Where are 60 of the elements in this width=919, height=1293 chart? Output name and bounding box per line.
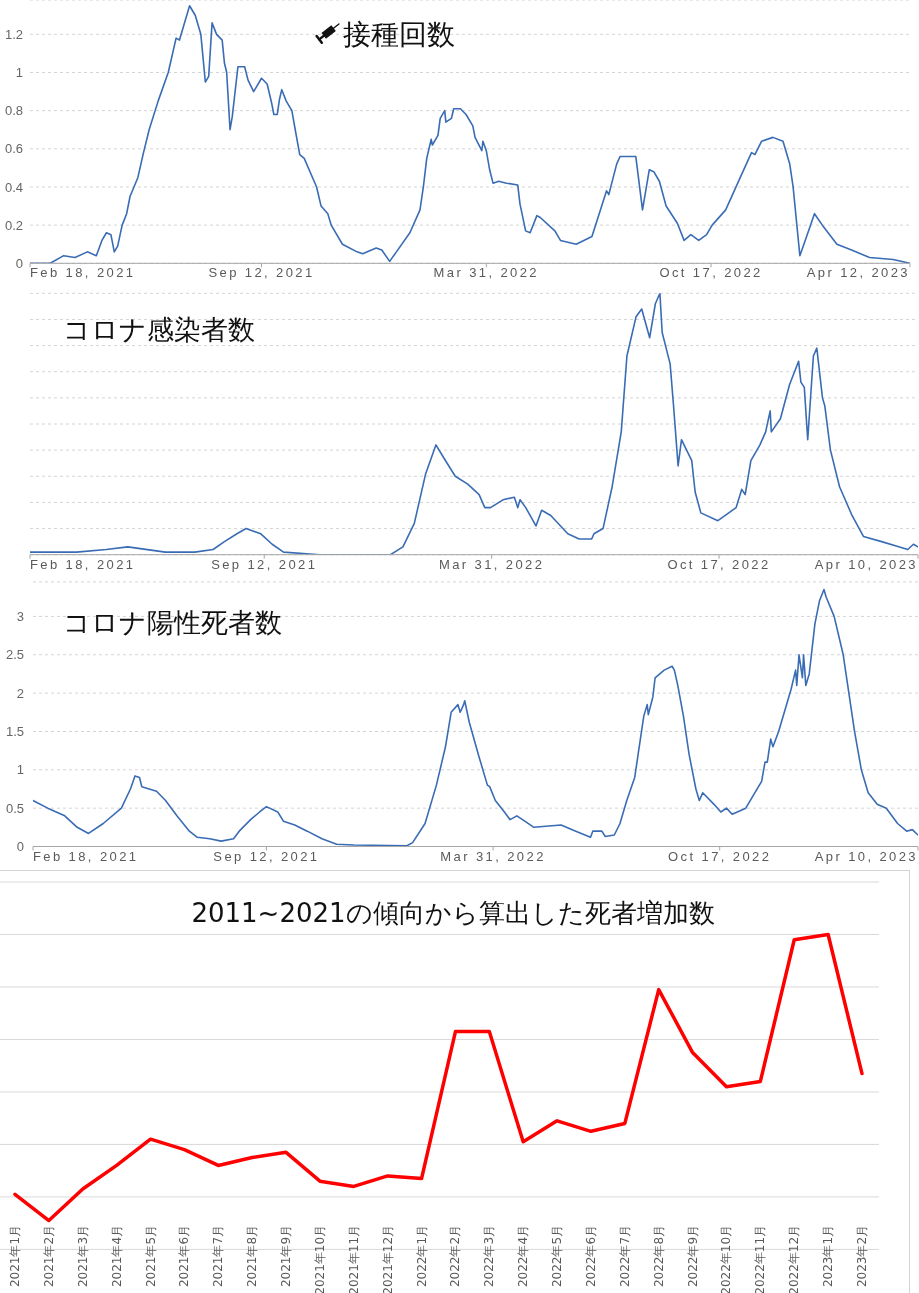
x-tick-label: 2021年9月 [279, 1224, 294, 1288]
x-tick-label: 2022年7月 [617, 1224, 632, 1288]
y-tick-label: 1 [16, 762, 24, 778]
x-tick-label: 2022年3月 [482, 1224, 497, 1288]
x-tick-label: Oct 17, 2022 [659, 265, 763, 281]
y-tick-label: 1.5 [5, 724, 24, 740]
text: コロナ陽性死者数 [63, 607, 282, 638]
x-tick-label: 2021年8月 [245, 1224, 260, 1288]
x-tick-label: Sep 12, 2021 [211, 556, 318, 572]
y-tick-label: 2.5 [5, 647, 24, 663]
text: コロナ感染者数 [63, 314, 255, 345]
x-tick-label: 2022年10月 [719, 1224, 734, 1293]
x-tick-label: 2022年2月 [448, 1224, 463, 1288]
y-tick-label: 0.8 [4, 103, 23, 119]
x-tick-label: Apr 10, 2023 [814, 848, 918, 864]
x-tick-label: 2021年7月 [211, 1224, 226, 1288]
y-tick-label: 0.2 [4, 217, 23, 233]
y-tick-label: 0 [15, 255, 23, 271]
y-tick-label: 0 [16, 839, 24, 855]
x-tick-label: 2023年2月 [855, 1224, 869, 1288]
x-tick-label: Apr 12, 2023 [806, 265, 910, 281]
y-tick-label: 1 [15, 65, 23, 81]
y-tick-label: 0.5 [5, 800, 24, 816]
x-tick-label: 2021年4月 [109, 1224, 124, 1288]
x-tick-label: 2022年1月 [414, 1224, 429, 1288]
x-tick-label: Sep 12, 2021 [208, 265, 315, 281]
y-tick-label: 0.4 [4, 179, 23, 195]
y-tick-label: 3 [16, 609, 24, 625]
x-tick-label: 2022年6月 [583, 1224, 598, 1288]
y-tick-label: 1.2 [4, 26, 23, 42]
x-tick-label: Sep 12, 2021 [213, 848, 320, 864]
x-tick-label: 2021年6月 [177, 1224, 192, 1288]
y-tick-label: 0.6 [4, 141, 23, 157]
x-tick-label: Feb 18, 2021 [33, 848, 139, 864]
x-tick-label: 2023年1月 [821, 1224, 836, 1288]
x-tick-label: Mar 31, 2022 [433, 265, 539, 281]
x-tick-label: 2021年11月 [346, 1224, 361, 1293]
x-tick-label: 2021年12月 [380, 1224, 395, 1293]
x-tick-label: 2021年3月 [75, 1224, 90, 1288]
x-tick-label: Feb 18, 2021 [30, 265, 136, 281]
x-tick-label: Apr 10, 2023 [814, 556, 918, 572]
x-tick-label: Mar 31, 2022 [440, 848, 546, 864]
x-tick-label: 2021年2月 [41, 1224, 56, 1288]
x-tick-label: 2022年4月 [516, 1224, 531, 1288]
x-tick-label: Feb 18, 2021 [30, 556, 136, 572]
x-tick-label: 2022年5月 [550, 1224, 565, 1288]
x-tick-label: Oct 17, 2022 [668, 848, 772, 864]
x-tick-label: 2021年5月 [143, 1224, 158, 1288]
chart-title: 2011~2021の傾向から算出した死者増加数 [190, 898, 716, 928]
text: 接種回数 [343, 18, 455, 51]
x-tick-label: 2022年11月 [753, 1224, 768, 1293]
x-tick-label: 2021年10月 [312, 1224, 327, 1293]
x-tick-label: 2022年9月 [685, 1224, 700, 1288]
line-series [33, 588, 918, 847]
x-tick-label: Mar 31, 2022 [438, 556, 545, 572]
x-tick-label: Oct 17, 2022 [667, 556, 771, 572]
x-tick-label: 2022年8月 [651, 1224, 666, 1288]
y-tick-label: 2 [16, 685, 24, 701]
x-tick-label: 2021年1月 [8, 1224, 22, 1288]
x-tick-label: 2022年12月 [787, 1224, 802, 1293]
